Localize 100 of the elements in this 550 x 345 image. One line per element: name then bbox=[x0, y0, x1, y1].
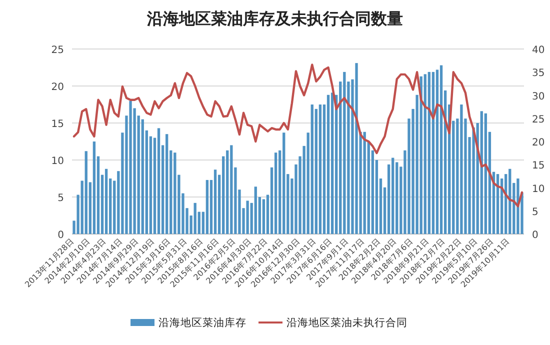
bar bbox=[137, 116, 140, 234]
bar bbox=[424, 74, 426, 234]
bar bbox=[250, 202, 253, 234]
bar bbox=[258, 197, 261, 234]
bar bbox=[404, 150, 406, 234]
bar bbox=[367, 142, 370, 234]
bar bbox=[161, 145, 164, 234]
bar bbox=[190, 216, 192, 234]
y2-tick-label: 15 bbox=[532, 160, 545, 172]
y-tick-label: 25 bbox=[51, 45, 64, 56]
y2-tick-label: 20 bbox=[532, 138, 545, 148]
bar bbox=[428, 72, 430, 234]
y2-tick-label: 30 bbox=[532, 91, 545, 102]
bar bbox=[242, 208, 245, 234]
bar bbox=[290, 178, 294, 234]
bar bbox=[379, 178, 382, 234]
bar bbox=[286, 174, 290, 234]
chart-title: 沿海地区菜油库存及未执行合同数量 bbox=[146, 9, 403, 28]
bar bbox=[400, 166, 402, 234]
bar bbox=[202, 212, 204, 234]
bar bbox=[92, 142, 96, 234]
bar bbox=[355, 63, 358, 234]
bar bbox=[516, 178, 520, 234]
bar bbox=[230, 145, 233, 234]
bar bbox=[206, 180, 209, 234]
legend-label: 沿海地区菜油未执行合同 bbox=[286, 316, 408, 329]
bar bbox=[436, 70, 439, 234]
bar bbox=[238, 190, 241, 234]
bar bbox=[104, 168, 108, 234]
bar bbox=[246, 200, 249, 234]
bar bbox=[464, 118, 467, 234]
bar bbox=[322, 104, 326, 234]
bar bbox=[363, 132, 366, 234]
bar bbox=[298, 156, 302, 234]
bar bbox=[174, 152, 176, 234]
bar bbox=[157, 128, 160, 234]
bar bbox=[117, 171, 120, 234]
bar bbox=[310, 104, 314, 234]
bar bbox=[109, 178, 112, 234]
bar bbox=[432, 72, 435, 234]
bar bbox=[194, 202, 196, 234]
bar bbox=[326, 94, 330, 234]
bar bbox=[472, 127, 475, 234]
line-series bbox=[72, 64, 524, 208]
bar bbox=[302, 146, 306, 234]
bar bbox=[375, 160, 378, 234]
bar bbox=[84, 151, 88, 234]
bar bbox=[452, 120, 455, 234]
bar bbox=[412, 108, 414, 234]
bar bbox=[125, 116, 128, 234]
bar bbox=[440, 65, 443, 234]
bar bbox=[153, 138, 156, 234]
bar bbox=[149, 136, 152, 234]
bar bbox=[234, 167, 237, 234]
y2-tick-label: 5 bbox=[532, 206, 538, 218]
bar bbox=[100, 174, 104, 234]
bar bbox=[330, 92, 334, 234]
bar bbox=[359, 132, 362, 234]
bar bbox=[460, 104, 463, 234]
bar bbox=[274, 152, 278, 234]
y-tick-label: 15 bbox=[51, 119, 64, 130]
bar bbox=[318, 104, 322, 234]
bar bbox=[306, 132, 310, 234]
bar bbox=[133, 108, 136, 234]
y-tick-label: 10 bbox=[51, 156, 64, 167]
y2-tick-label: 10 bbox=[532, 184, 545, 195]
bar bbox=[218, 174, 221, 234]
bar bbox=[387, 164, 390, 234]
bar bbox=[278, 150, 282, 234]
bar bbox=[408, 118, 410, 234]
y2-tick-label: 40 bbox=[532, 45, 545, 56]
bar bbox=[343, 72, 346, 234]
bar bbox=[254, 186, 257, 234]
bar bbox=[178, 174, 180, 234]
y-tick-label: 20 bbox=[51, 82, 64, 93]
bar bbox=[468, 137, 471, 234]
bar bbox=[456, 118, 459, 234]
bar bbox=[347, 82, 350, 234]
bar bbox=[198, 212, 200, 234]
bar bbox=[520, 192, 524, 234]
bar bbox=[339, 82, 342, 234]
bar bbox=[480, 111, 483, 234]
bar bbox=[266, 194, 270, 234]
bar bbox=[214, 170, 217, 234]
bar bbox=[484, 113, 487, 234]
bar bbox=[294, 164, 298, 234]
bar bbox=[314, 108, 318, 234]
bar bbox=[371, 150, 374, 234]
bar bbox=[80, 180, 84, 234]
bar bbox=[145, 130, 148, 234]
bar bbox=[396, 162, 398, 234]
bar bbox=[270, 167, 274, 234]
bar bbox=[392, 158, 394, 234]
bar bbox=[129, 100, 132, 234]
y2-tick-label: 35 bbox=[532, 68, 545, 80]
y2-tick-label: 0 bbox=[532, 230, 538, 241]
bar bbox=[186, 208, 188, 234]
bar bbox=[166, 134, 168, 234]
bar bbox=[141, 119, 144, 234]
bar bbox=[262, 199, 266, 234]
